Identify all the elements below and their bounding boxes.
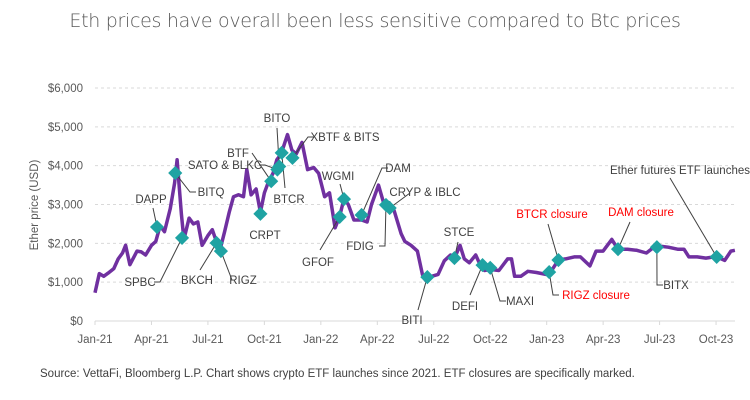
etf-label: BITX	[663, 280, 689, 292]
x-tick-label: Oct-22	[473, 334, 508, 346]
etf-label: SATO & BLKC	[188, 160, 262, 172]
etf-marker	[272, 159, 287, 174]
y-tick-label: $3,000	[48, 200, 83, 212]
leader-line	[548, 271, 559, 296]
etf-marker	[264, 174, 279, 189]
y-tick-label: $2,000	[48, 238, 83, 250]
y-tick-label: $1,000	[48, 277, 83, 289]
etf-label: BITI	[401, 315, 422, 327]
y-tick-label: $6,000	[48, 83, 83, 95]
leader-line	[319, 216, 341, 251]
etf-marker	[420, 270, 435, 285]
x-tick-label: Jan-21	[77, 334, 112, 346]
x-tick-label: Jul-23	[644, 334, 675, 346]
etf-marker	[483, 260, 498, 275]
etf-label: XBTF & BITS	[310, 132, 379, 144]
etf-marker	[285, 150, 300, 165]
leader-line	[154, 237, 183, 283]
leader-line	[251, 152, 272, 182]
y-tick-label: $0	[70, 316, 83, 328]
etf-label: SPBC	[124, 277, 155, 289]
etf-label: Ether futures ETF launches	[610, 165, 750, 177]
etf-marker	[168, 165, 183, 181]
x-tick-label: Apr-23	[586, 334, 621, 346]
ether-price-line	[93, 132, 736, 294]
etf-marker	[542, 264, 557, 280]
etf-label: STCE	[444, 227, 475, 239]
etf-label: FDIG	[346, 241, 374, 253]
x-tick-label: Apr-22	[360, 334, 395, 346]
etf-label: DAM	[385, 163, 411, 175]
x-tick-label: Oct-21	[247, 334, 282, 346]
etf-label: CRPT	[249, 230, 280, 242]
closure-label: RIGZ closure	[562, 290, 630, 302]
etf-label: RIGZ	[229, 275, 256, 287]
x-tick-label: Apr-21	[134, 334, 169, 346]
x-tick-label: Jan-22	[303, 334, 338, 346]
etf-marker	[610, 242, 626, 257]
leader-line	[469, 264, 484, 296]
leader-line	[379, 204, 387, 247]
leader-line	[489, 267, 506, 302]
etf-marker	[253, 206, 268, 221]
etf-marker	[274, 145, 289, 160]
etf-label: BKCH	[181, 275, 213, 287]
leader-line	[669, 177, 718, 258]
leader-line	[361, 167, 388, 216]
y-tick-label: $5,000	[48, 122, 83, 134]
closure-label: DAM closure	[608, 207, 674, 219]
leader-line	[199, 242, 218, 271]
etf-label: MAXI	[506, 296, 534, 308]
etf-label: BTCR	[273, 194, 304, 206]
etf-label: WGMI	[322, 171, 355, 183]
etf-marker	[213, 244, 228, 259]
etf-label: GFOF	[302, 257, 334, 269]
x-tick-label: Jan-23	[529, 334, 564, 346]
etf-marker	[447, 251, 462, 266]
x-tick-label: Jul-22	[418, 334, 449, 346]
etf-marker	[354, 207, 369, 223]
closure-label: BTCR closure	[516, 209, 588, 221]
etf-marker	[174, 230, 190, 245]
etf-label: BITQ	[198, 187, 225, 199]
x-tick-label: Oct-23	[699, 334, 734, 346]
etf-marker	[382, 200, 397, 216]
leader-line	[656, 247, 663, 286]
etf-marker	[149, 219, 165, 235]
chart-title: Eth prices have overall been less sensit…	[69, 10, 681, 32]
x-tick-label: Jul-21	[192, 334, 223, 346]
etf-marker	[551, 252, 566, 268]
leader-line	[292, 136, 314, 159]
etf-label: BTF	[227, 148, 249, 160]
etf-marker	[709, 249, 724, 264]
leader-line	[547, 223, 559, 261]
etf-label: BITO	[264, 113, 291, 125]
etf-label: CRYP & IBLC	[389, 187, 460, 199]
etf-marker	[649, 240, 664, 255]
source-note: Source: VettaFi, Bloomberg L.P. Chart sh…	[40, 368, 635, 380]
etf-label: DEFI	[452, 301, 478, 313]
etf-marker	[336, 191, 352, 207]
y-tick-label: $4,000	[48, 161, 83, 173]
etf-marker	[332, 209, 347, 224]
leader-line	[174, 172, 196, 193]
etf-label: DAPP	[135, 194, 167, 206]
y-axis-title: Ether price (USD)	[29, 159, 41, 250]
